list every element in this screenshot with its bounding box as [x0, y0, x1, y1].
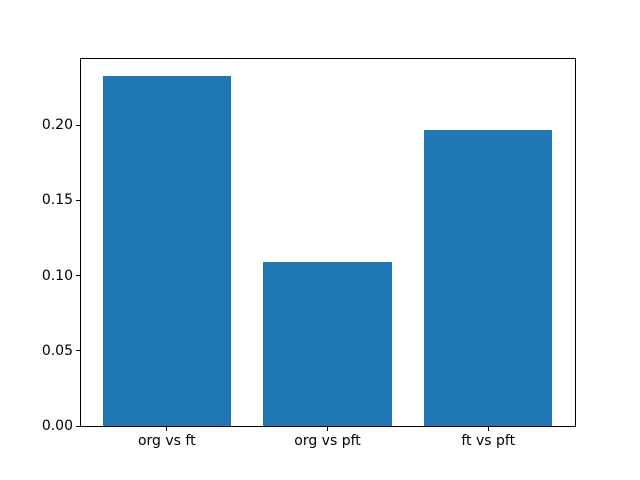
- y-tick-mark: [76, 425, 80, 427]
- y-tick-label: 0.20: [41, 117, 73, 134]
- x-tick-mark: [487, 427, 489, 431]
- x-tick-label: org vs ft: [137, 433, 196, 449]
- bar-org-vs-ft: [102, 75, 232, 426]
- y-tick-mark: [76, 350, 80, 352]
- y-tick-label: 0.10: [41, 267, 73, 284]
- y-tick-label: 0.15: [41, 192, 73, 209]
- x-tick-label: org vs pft: [294, 433, 361, 449]
- x-tick-mark: [327, 427, 328, 431]
- y-tick-mark: [76, 199, 80, 201]
- x-tick-label: ft vs pft: [461, 433, 516, 449]
- y-tick-label: 0.05: [41, 342, 73, 359]
- x-tick-mark: [166, 427, 168, 431]
- y-tick-mark: [76, 124, 80, 126]
- bar-org-vs-pft: [263, 262, 392, 426]
- plot-area: [80, 58, 575, 426]
- y-tick-label: 0.00: [41, 418, 73, 434]
- y-tick-mark: [76, 275, 80, 277]
- bar-ft-vs-pft: [423, 129, 553, 426]
